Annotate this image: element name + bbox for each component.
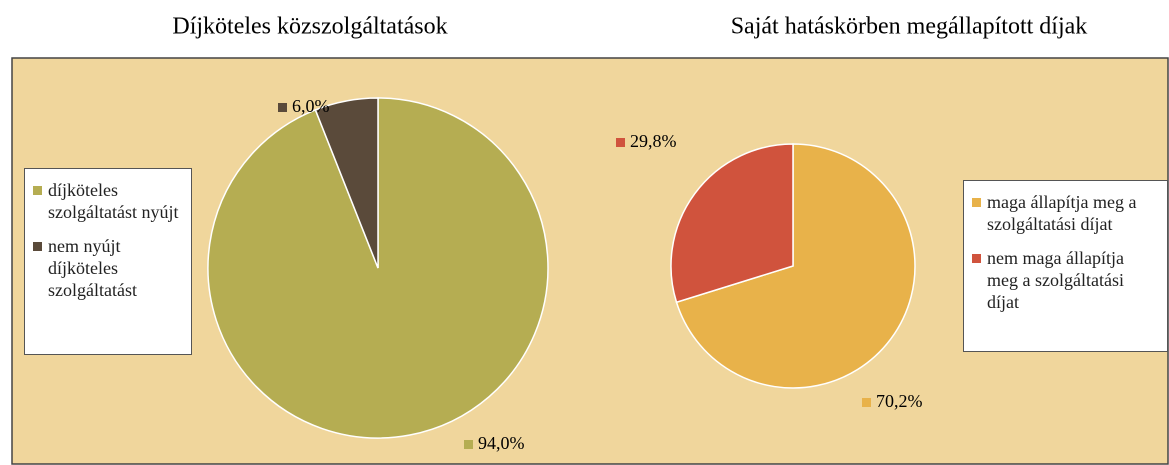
pie-slice	[670, 143, 794, 304]
legend-label: maga állapítja meg a szolgáltatási díjat	[987, 192, 1137, 234]
legend-item: nem nyújt díjköteles szolgáltatást	[33, 235, 183, 301]
data-label: 6,0%	[292, 96, 330, 116]
pie-slice	[314, 97, 379, 269]
legend-label: díjköteles szolgáltatást nyújt	[48, 180, 179, 222]
label-marker	[464, 440, 473, 449]
legend-marker	[972, 198, 981, 207]
legend-marker	[972, 254, 981, 263]
data-label: 94,0%	[478, 433, 525, 453]
data-label: 70,2%	[876, 391, 923, 411]
chart-title: Saját hatáskörben megállapított díjak	[731, 14, 1088, 40]
legend-label: nem nyújt díjköteles szolgáltatást	[48, 236, 137, 300]
label-marker	[616, 138, 625, 147]
label-marker	[862, 398, 871, 407]
chart-title: Díjköteles közszolgáltatások	[172, 14, 447, 40]
pie-slice	[675, 143, 916, 389]
data-label: 29,8%	[630, 131, 677, 151]
legend-marker	[33, 186, 42, 195]
legend-marker	[33, 242, 42, 251]
legend-item: maga állapítja meg a szolgáltatási díjat	[972, 191, 1159, 235]
legend-label: nem maga állapítja meg a szolgáltatási d…	[987, 248, 1124, 312]
pie-slice	[207, 97, 549, 439]
legend-item: díjköteles szolgáltatást nyújt	[33, 179, 183, 223]
legend-item: nem maga állapítja meg a szolgáltatási d…	[972, 247, 1159, 313]
label-marker	[278, 103, 287, 112]
legend: díjköteles szolgáltatást nyújt nem nyújt …	[24, 168, 192, 355]
legend: maga állapítja meg a szolgáltatási díjat…	[963, 180, 1168, 352]
